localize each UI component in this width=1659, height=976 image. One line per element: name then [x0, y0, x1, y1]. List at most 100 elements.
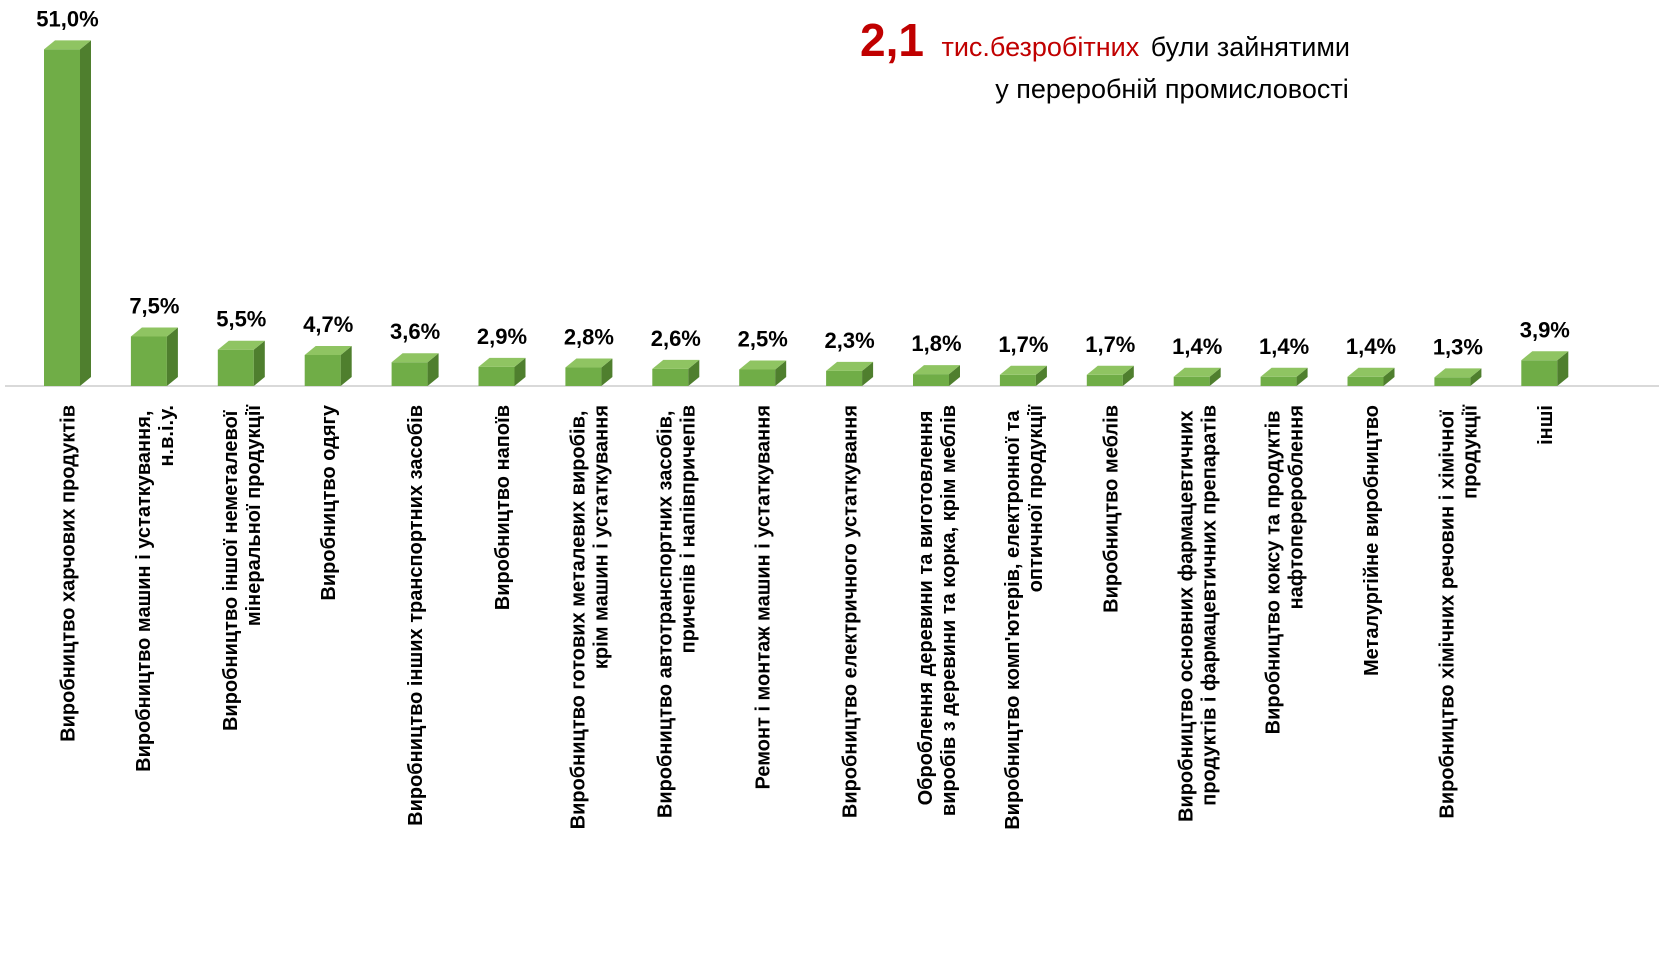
- bar: [130, 327, 178, 386]
- bar-side: [949, 365, 960, 386]
- bar-top: [826, 361, 874, 371]
- bar-front: [1260, 376, 1297, 386]
- bar-side: [1557, 351, 1569, 386]
- bar-side: [166, 327, 178, 386]
- annotation-text: були зайнятими: [1151, 32, 1350, 62]
- bar-side: [1122, 365, 1134, 386]
- bar: [1347, 367, 1395, 386]
- bar: [44, 40, 91, 387]
- category-label-line: продукції: [1459, 405, 1481, 499]
- bar-top: [739, 360, 787, 370]
- bar-side: [862, 361, 874, 386]
- value-label: 1,7%: [998, 332, 1048, 357]
- bar-side: [253, 340, 265, 386]
- category-label-line: Ремонт і монтаж машин і устаткування: [753, 405, 775, 789]
- value-label: 5,5%: [216, 307, 266, 332]
- value-label: 1,4%: [1346, 334, 1396, 359]
- annotation: 2,1 тис.безробітних були зайнятими: [860, 14, 1350, 66]
- value-label: 3,6%: [390, 319, 440, 344]
- bar-front: [1434, 377, 1471, 386]
- bar-side: [340, 345, 352, 386]
- category-label-line: нафтоперероблення: [1286, 405, 1308, 609]
- bar-top: [1521, 351, 1569, 361]
- bar-top: [1173, 367, 1221, 377]
- category-label: Виробництво готових металевих виробів, к…: [567, 405, 612, 829]
- bar: [1434, 368, 1482, 386]
- bar: [1521, 351, 1569, 386]
- category-label: Ремонт і монтаж машин і устаткування: [753, 405, 775, 789]
- category-label-line: Металургійне виробництво: [1361, 405, 1383, 676]
- annotation-unit: тис.безробітних: [941, 32, 1139, 62]
- bar-top: [217, 340, 265, 350]
- bar: [304, 345, 352, 386]
- bar: [1086, 365, 1134, 386]
- bar-top: [1086, 365, 1134, 375]
- annotation-number: 2,1: [860, 14, 924, 66]
- category-label: Виробництво електричного устаткування: [840, 405, 862, 818]
- value-label: 2,3%: [825, 328, 875, 353]
- category-label-line: Виробництво хімічних речовин і хімічної: [1436, 405, 1458, 819]
- bar-front: [217, 349, 254, 386]
- category-label-line: Виробництво машин і устаткування,: [133, 405, 155, 772]
- bar-top: [1434, 368, 1482, 378]
- value-label: 1,7%: [1085, 332, 1135, 357]
- bar-front: [130, 336, 167, 386]
- bar: [652, 359, 700, 386]
- bar: [1260, 367, 1308, 386]
- bar-front: [999, 374, 1036, 386]
- bar: [999, 365, 1047, 386]
- category-label: Виробництво хімічних речовин і хімічної …: [1436, 405, 1481, 819]
- bar-side: [775, 360, 787, 386]
- bar-side: [1383, 367, 1395, 386]
- category-label-line: Виробництво автотранспортних засобів,: [654, 405, 676, 818]
- bar: [739, 360, 787, 386]
- bar: [1173, 367, 1221, 386]
- bar: [565, 358, 613, 386]
- annotation-line: у переробній промисловості: [995, 74, 1348, 104]
- category-label-line: крім машин і устаткування: [590, 405, 612, 669]
- value-label: 2,9%: [477, 324, 527, 349]
- bar-front: [304, 354, 341, 386]
- bar-side: [601, 358, 613, 386]
- category-label-line: мінеральної продукції: [243, 405, 265, 627]
- bar: [478, 357, 526, 386]
- bar-front: [1521, 360, 1558, 386]
- value-label: 51,0%: [36, 6, 98, 31]
- category-label: Металургійне виробництво: [1361, 405, 1383, 676]
- bar-front: [1086, 374, 1123, 386]
- category-label: Виробництво основних фармацевтичних прод…: [1176, 405, 1221, 822]
- bar-top: [1347, 367, 1395, 377]
- value-label: 7,5%: [129, 294, 179, 319]
- bar-front: [391, 362, 428, 386]
- category-label-line: Виробництво коксу та продуктів: [1263, 405, 1285, 734]
- bar-side: [514, 357, 526, 386]
- category-label: Виробництво іншої неметалевої мінерально…: [220, 405, 265, 731]
- category-label-line: Виробництво основних фармацевтичних: [1176, 405, 1198, 822]
- category-label: Виробництво коксу та продуктів нафтопере…: [1263, 405, 1308, 734]
- bar-top: [913, 365, 960, 375]
- bar-top: [999, 365, 1047, 375]
- bar-front: [913, 374, 949, 386]
- category-label: Виробництво одягу: [318, 404, 340, 600]
- category-label-line: Виробництво готових металевих виробів,: [567, 405, 589, 829]
- category-label: Виробництво харчових продуктів: [58, 405, 80, 742]
- bar: [217, 340, 265, 386]
- bar-top: [304, 345, 352, 355]
- category-label-line: оптичної продукції: [1025, 405, 1047, 593]
- category-label: Виробництво машин і устаткування, н.в.і.…: [133, 405, 178, 772]
- category-label: Виробництво автотранспортних засобів, пр…: [654, 405, 699, 818]
- bar-top: [652, 359, 700, 369]
- category-label-line: Виробництво електричного устаткування: [840, 405, 862, 818]
- bar-side: [1035, 365, 1047, 386]
- value-label: 1,8%: [911, 331, 961, 356]
- bar-side: [1296, 367, 1308, 386]
- value-label: 4,7%: [303, 312, 353, 337]
- category-label-line: н.в.і.у.: [156, 405, 178, 467]
- bar-front: [478, 366, 515, 386]
- value-label: 3,9%: [1520, 317, 1570, 342]
- category-label-line: продуктів і фармацевтичних препаратів: [1199, 405, 1221, 806]
- bar-front: [565, 367, 602, 386]
- category-label: Виробництво інших транспортних засобів: [405, 405, 427, 826]
- category-label-line: Виробництво меблів: [1100, 405, 1122, 613]
